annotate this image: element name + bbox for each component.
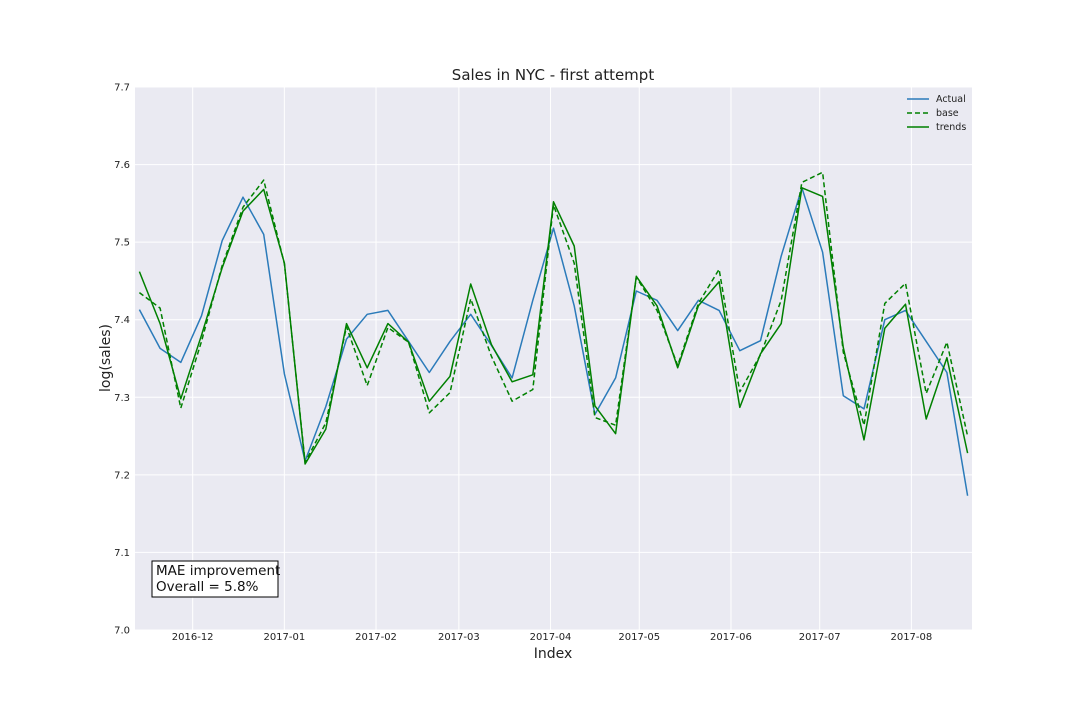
series-line-actual	[138, 187, 969, 496]
grid-lines	[135, 86, 972, 631]
x-tick-labels: 2016-12 2017-01 2017-02 2017-03 2017-04 2017-…	[172, 632, 932, 643]
x-tick-label: 2017-05	[618, 632, 660, 643]
legend-label-trends: trends	[936, 122, 966, 133]
x-tick-label: 2016-12	[172, 632, 214, 643]
y-tick-label: 7.2	[114, 470, 130, 481]
series-layer	[138, 171, 969, 496]
x-tick-label: 2017-01	[263, 632, 305, 643]
series-line-trends	[138, 187, 969, 465]
annotation-line-2: Overall = 5.8%	[156, 579, 259, 595]
x-tick-label: 2017-08	[890, 632, 932, 643]
plot-background	[135, 87, 972, 630]
x-axis-label: Index	[534, 646, 573, 662]
y-tick-label: 7.7	[114, 83, 130, 94]
legend: Actual base trends	[907, 94, 966, 133]
annotation-frame	[151, 560, 279, 598]
legend-label-base: base	[936, 108, 959, 119]
x-tick-label: 2017-06	[710, 632, 752, 643]
x-tick-label: 2017-03	[438, 632, 480, 643]
y-tick-label: 7.4	[114, 315, 130, 326]
annotation-box: MAE improvement Overall = 5.8%	[151, 560, 280, 598]
chart-title: Sales in NYC - first attempt	[452, 66, 655, 84]
x-tick-label: 2017-04	[530, 632, 572, 643]
series-line-base	[138, 171, 969, 464]
legend-label-actual: Actual	[936, 94, 966, 105]
y-tick-labels: 7.0 7.1 7.2 7.3 7.4 7.5 7.6 7.7	[114, 83, 130, 637]
annotation-line-1: MAE improvement	[156, 563, 280, 579]
y-tick-label: 7.1	[114, 548, 130, 559]
y-tick-label: 7.3	[114, 393, 130, 404]
x-tick-label: 2017-02	[355, 632, 397, 643]
y-tick-label: 7.6	[114, 160, 130, 171]
y-axis-label: log(sales)	[98, 324, 114, 392]
x-tick-label: 2017-07	[799, 632, 841, 643]
y-tick-label: 7.5	[114, 238, 130, 249]
y-tick-label: 7.0	[114, 626, 130, 637]
